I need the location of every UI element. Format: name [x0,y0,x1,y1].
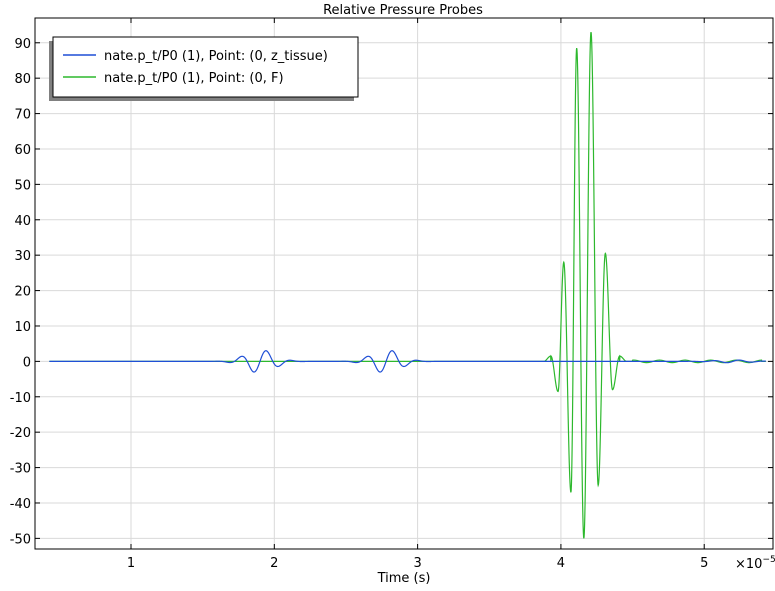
x-tick-label: 2 [270,556,278,571]
y-tick-label: 40 [14,214,31,229]
y-tick-label: -10 [10,391,31,406]
tick-labels: 1 2 3 4 5 -50 -40 -30 -20 -10 0 10 20 30 40 50 60 70 80 90 [10,37,709,571]
y-tick-label: -30 [10,462,31,477]
series-line-2 [49,32,766,539]
y-tick-label: 60 [14,143,31,158]
y-tick-label: 80 [14,72,31,87]
chart-title: Relative Pressure Probes [323,3,483,18]
y-tick-label: -50 [10,532,31,547]
ticks [35,18,773,549]
x-multiplier: ×10−5 [735,555,775,572]
y-tick-label: -40 [10,497,31,512]
legend: nate.p_t/P0 (1), Point: (0, z_tissue) na… [49,36,359,101]
y-tick-label: 70 [14,108,31,123]
series-line-1 [49,350,766,373]
x-axis-label: Time (s) [377,571,431,586]
legend-label-series-2: nate.p_t/P0 (1), Point: (0, F) [104,71,284,86]
y-tick-label: 10 [14,320,31,335]
plot-frame [34,17,774,550]
y-tick-label: 20 [14,285,31,300]
y-tick-label: -20 [10,426,31,441]
x-tick-label: 4 [557,556,565,571]
y-tick-label: 90 [14,37,31,52]
series-layer [49,32,766,539]
y-tick-label: 30 [14,249,31,264]
x-multiplier-base: ×10 [735,557,762,572]
x-tick-label: 3 [413,556,421,571]
legend-box [52,36,359,98]
legend-label-series-1: nate.p_t/P0 (1), Point: (0, z_tissue) [104,49,328,64]
y-tick-label: 0 [23,355,31,370]
x-tick-label: 1 [127,556,135,571]
x-tick-label: 5 [700,556,708,571]
x-multiplier-exponent: −5 [762,555,775,565]
y-tick-label: 50 [14,178,31,193]
